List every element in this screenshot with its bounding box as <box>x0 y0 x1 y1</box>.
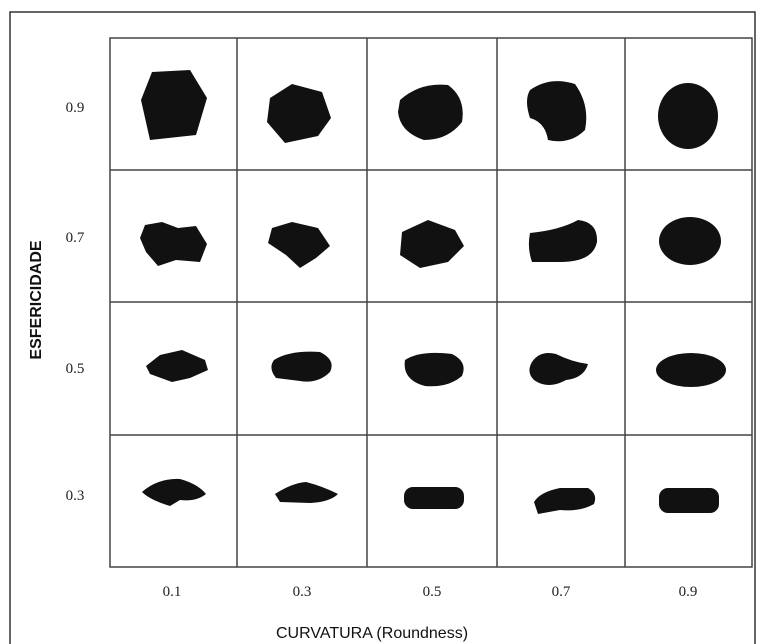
roundness-level: 0.7 <box>552 584 571 600</box>
roundness-level: 0.1 <box>163 584 182 600</box>
roundness-level: 0.9 <box>679 584 698 600</box>
sphericity-level: 0.5 <box>66 361 85 377</box>
particle-shapes <box>140 70 726 514</box>
labels: 0.9 0.7 0.5 0.3 0.1 0.3 0.5 0.7 0.9 ESFERICIDADE C… <box>28 100 697 642</box>
roundness-level: 0.3 <box>293 584 312 600</box>
sphericity-level: 0.7 <box>66 230 85 246</box>
sphericity-level: 0.9 <box>66 100 85 116</box>
frame <box>9 11 756 644</box>
x-axis-title: CURVATURA (Roundness) <box>276 625 468 642</box>
grid <box>109 37 753 568</box>
y-axis-title: ESFERICIDADE <box>28 240 45 359</box>
roundness-level: 0.5 <box>423 584 442 600</box>
sphericity-level: 0.3 <box>66 488 85 504</box>
